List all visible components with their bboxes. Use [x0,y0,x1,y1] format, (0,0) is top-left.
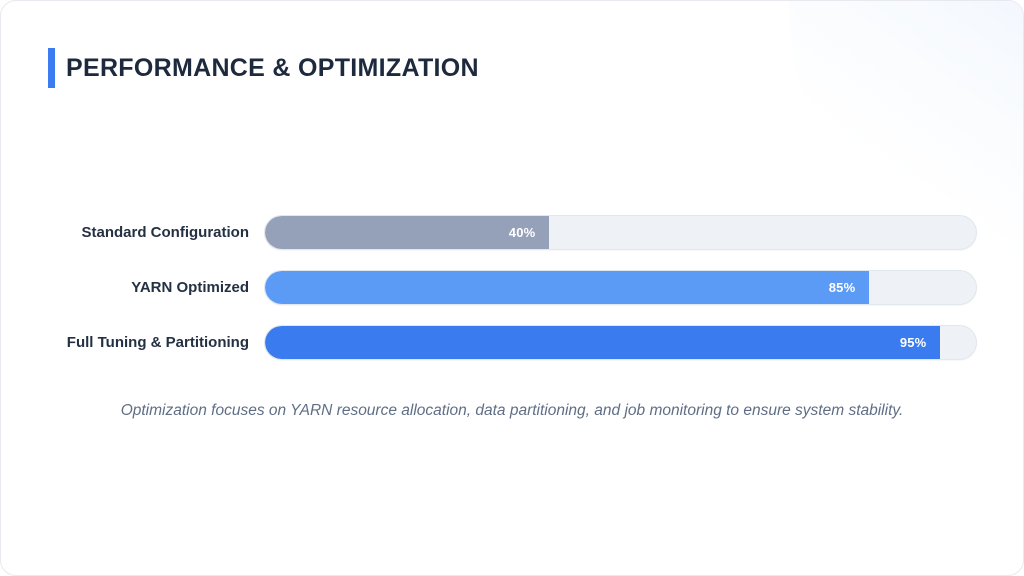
bar-fill: 40% [265,216,550,249]
bar-fill: 85% [265,271,870,304]
bar-label: YARN Optimized [131,279,249,296]
bar-label: Standard Configuration [81,224,250,241]
bar-label: Full Tuning & Partitioning [66,334,249,351]
bar-chart: Standard Configuration 40% YARN Optimized 8… [48,215,978,380]
bar-value-label: 40% [508,225,536,240]
bar-value-label: 85% [828,280,856,295]
bar-fill: 95% [265,326,941,359]
bar-value-label: 95% [899,335,927,350]
bar-row: YARN Optimized 85% [48,270,978,305]
bar-row: Standard Configuration 40% [48,215,978,250]
bar-row: Full Tuning & Partitioning 95% [48,325,978,360]
caption-text: Optimization focuses on YARN resource al… [120,402,904,419]
page-title: PERFORMANCE & OPTIMIZATION [66,54,479,82]
bar-track: 85% [264,270,977,305]
bar-track: 95% [264,325,977,360]
title-block: PERFORMANCE & OPTIMIZATION [48,48,479,88]
caption-block: Optimization focuses on YARN resource al… [1,397,1023,425]
bar-track: 40% [264,215,977,250]
title-accent-bar [48,48,55,88]
